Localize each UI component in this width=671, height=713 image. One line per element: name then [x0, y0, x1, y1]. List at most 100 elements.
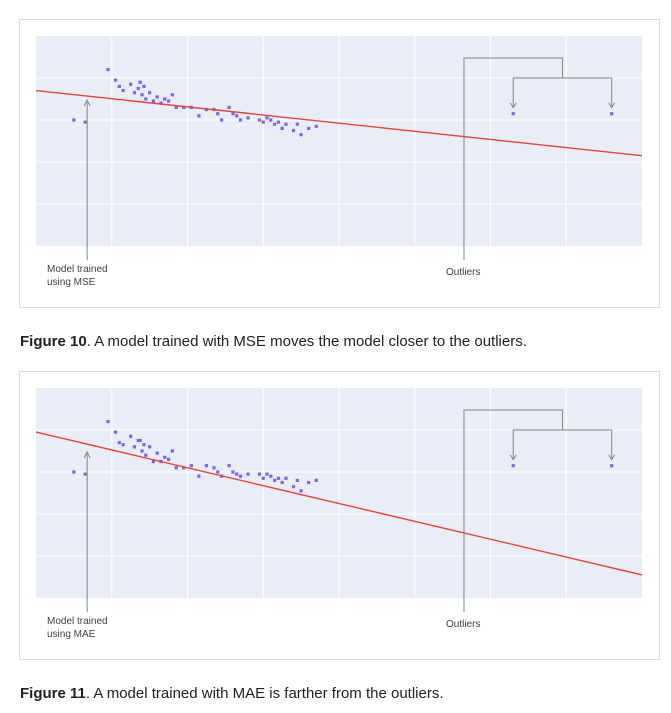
data-point [72, 470, 76, 474]
data-point [174, 466, 178, 470]
data-point [151, 99, 156, 103]
data-point [182, 105, 186, 109]
caption-text: . A model trained with MAE is farther fr… [85, 685, 444, 702]
data-point [280, 480, 284, 485]
data-point [140, 449, 144, 453]
scatter-chart-mse [35, 36, 643, 260]
data-point [144, 453, 148, 457]
data-point [136, 86, 140, 91]
data-point [121, 443, 125, 447]
data-point [204, 464, 209, 468]
data-point [129, 434, 133, 438]
data-point [174, 105, 178, 109]
data-point [142, 443, 146, 447]
data-point [166, 99, 171, 103]
data-point [216, 470, 220, 474]
data-point [261, 476, 265, 480]
data-point [511, 112, 515, 116]
data-point [227, 464, 231, 468]
data-point [284, 476, 288, 480]
caption-text: . A model trained with MSE moves the mod… [86, 333, 527, 350]
data-point [212, 466, 216, 470]
data-point [273, 478, 277, 482]
outliers-label: Outliers [446, 619, 481, 630]
data-point [129, 82, 133, 86]
outlier-arrow-head-icon [509, 102, 517, 109]
outlier-arrow-head-icon [608, 454, 616, 461]
data-point [138, 438, 142, 443]
data-point [106, 420, 110, 424]
figure-10: Model trained using MSE Outliers [19, 19, 660, 308]
data-point [163, 97, 167, 101]
data-point [83, 472, 87, 476]
data-point [148, 91, 152, 95]
outlier-arrow-head-icon [509, 454, 517, 461]
data-point [261, 120, 265, 124]
data-point [257, 118, 262, 122]
data-point [113, 78, 118, 82]
data-point [219, 118, 224, 122]
data-point [265, 472, 269, 476]
data-point [148, 445, 152, 449]
data-point [189, 464, 193, 468]
data-point [121, 89, 125, 93]
data-point [197, 474, 201, 478]
data-point [314, 124, 318, 128]
data-point [151, 459, 156, 464]
outliers-label: Outliers [446, 267, 481, 278]
data-point [307, 480, 311, 485]
figure-number: Figure 11 [20, 685, 86, 702]
outliers-bracket-arms [512, 77, 613, 108]
data-point [610, 464, 614, 468]
figure-11: Model trained using MAE Outliers [19, 371, 660, 660]
data-point [257, 472, 262, 476]
data-point [307, 126, 311, 130]
data-point [216, 112, 220, 116]
data-point [314, 478, 318, 482]
figure-caption: Figure 10. A model trained with MSE move… [20, 333, 527, 350]
data-point [163, 455, 167, 459]
data-point [284, 122, 288, 126]
data-point [295, 478, 299, 482]
outlier-arrow-head-icon [608, 102, 616, 109]
data-point [299, 133, 303, 137]
data-point [235, 114, 239, 118]
data-point [269, 118, 273, 122]
data-point [227, 105, 231, 109]
data-point [265, 116, 269, 120]
data-point [166, 457, 171, 461]
data-point [197, 114, 201, 118]
data-point [136, 438, 140, 443]
data-point [273, 122, 277, 126]
data-point [238, 474, 243, 478]
outliers-bracket-arms [512, 429, 613, 460]
data-point [276, 476, 280, 480]
data-point [72, 118, 76, 122]
data-point [235, 472, 239, 476]
data-point [132, 445, 137, 449]
data-point [159, 101, 163, 105]
data-point [511, 464, 515, 468]
data-point [246, 472, 250, 476]
data-point [106, 68, 110, 72]
data-point [610, 112, 614, 116]
data-point [238, 118, 243, 122]
data-point [144, 97, 148, 101]
data-point [132, 91, 137, 95]
data-point [117, 84, 121, 88]
outliers-bracket [463, 409, 563, 612]
data-point [280, 126, 284, 130]
fit-line [35, 89, 643, 157]
data-point [291, 128, 296, 133]
data-point [269, 474, 273, 478]
data-point [231, 112, 235, 116]
model-arrow-head-icon [83, 98, 91, 107]
data-point [276, 120, 280, 124]
data-point [299, 489, 303, 493]
data-point [155, 95, 159, 99]
data-point [291, 485, 296, 489]
data-point [170, 93, 174, 97]
figure-caption: Figure 11. A model trained with MAE is f… [20, 685, 444, 702]
data-point [113, 430, 118, 434]
data-point [295, 122, 299, 126]
